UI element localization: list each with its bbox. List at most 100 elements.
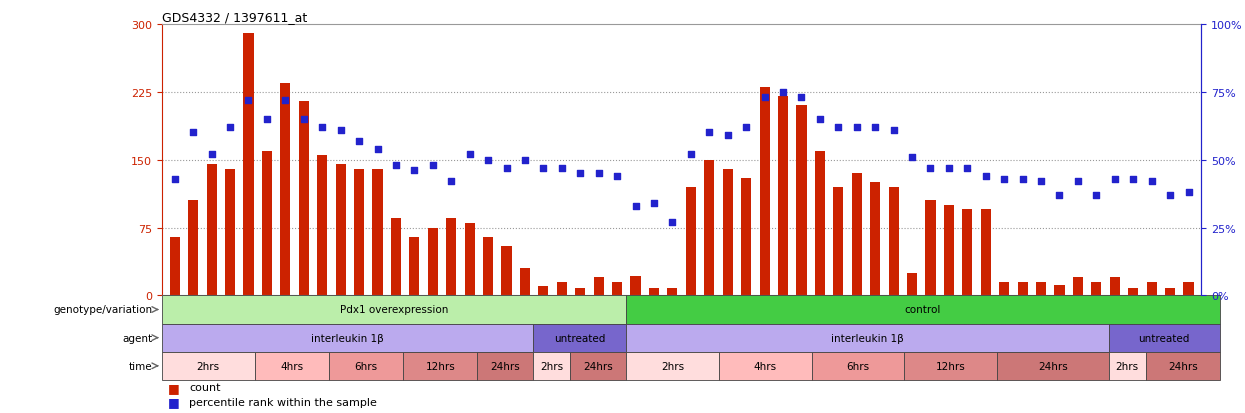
Bar	[1145, 352, 1220, 380]
Bar	[797, 106, 807, 296]
Bar	[626, 352, 718, 380]
Point	[478, 157, 498, 164]
Point	[552, 165, 571, 172]
Point	[810, 116, 830, 123]
Bar	[1092, 282, 1102, 296]
Bar	[906, 273, 918, 296]
Point	[239, 97, 259, 104]
Point	[773, 89, 793, 96]
Text: 2hrs: 2hrs	[661, 361, 684, 371]
Point	[608, 173, 627, 180]
Text: percentile rank within the sample: percentile rank within the sample	[189, 396, 377, 407]
Text: ■: ■	[168, 395, 179, 408]
Bar	[1109, 278, 1119, 296]
Bar	[557, 282, 566, 296]
Point	[939, 165, 959, 172]
Point	[995, 176, 1015, 183]
Bar	[649, 289, 659, 296]
Bar	[317, 156, 327, 296]
Point	[976, 173, 996, 180]
Point	[294, 116, 314, 123]
Point	[957, 165, 977, 172]
Bar	[1165, 289, 1175, 296]
Bar	[391, 219, 401, 296]
Bar	[1036, 282, 1046, 296]
Point	[497, 165, 517, 172]
Point	[256, 116, 276, 123]
Point	[1050, 192, 1069, 199]
Text: 12hrs: 12hrs	[936, 361, 966, 371]
Bar	[162, 324, 533, 352]
Bar	[261, 151, 271, 296]
Text: 24hrs: 24hrs	[583, 361, 613, 371]
Text: 4hrs: 4hrs	[753, 361, 777, 371]
Text: GDS4332 / 1397611_at: GDS4332 / 1397611_at	[162, 11, 308, 24]
Bar	[520, 268, 530, 296]
Bar	[225, 169, 235, 296]
Point	[1012, 176, 1032, 183]
Bar	[336, 165, 346, 296]
Bar	[705, 160, 715, 296]
Bar	[962, 210, 972, 296]
Bar	[533, 324, 626, 352]
Point	[331, 127, 351, 134]
Point	[349, 138, 369, 145]
Bar	[575, 289, 585, 296]
Point	[220, 124, 240, 131]
Bar	[538, 287, 549, 296]
Point	[367, 146, 387, 153]
Point	[515, 157, 535, 164]
Point	[570, 171, 590, 177]
Bar	[162, 296, 626, 324]
Point	[736, 124, 756, 131]
Point	[441, 178, 461, 185]
Bar	[329, 352, 403, 380]
Text: 24hrs: 24hrs	[1038, 361, 1068, 371]
Bar	[477, 352, 533, 380]
Bar	[428, 228, 438, 296]
Bar	[626, 324, 1108, 352]
Bar	[904, 352, 997, 380]
Point	[1104, 176, 1124, 183]
Text: interleukin 1β: interleukin 1β	[830, 333, 904, 343]
Point	[792, 95, 812, 101]
Bar	[814, 151, 825, 296]
Point	[1123, 176, 1143, 183]
Bar	[1184, 282, 1194, 296]
Point	[589, 171, 609, 177]
Bar	[1017, 282, 1027, 296]
Bar	[299, 102, 309, 296]
Point	[1031, 178, 1051, 185]
Text: Pdx1 overexpression: Pdx1 overexpression	[340, 305, 448, 315]
Bar	[778, 97, 788, 296]
Text: 24hrs: 24hrs	[1168, 361, 1198, 371]
Bar	[533, 352, 570, 380]
Bar	[162, 352, 255, 380]
Text: ■: ■	[168, 381, 179, 394]
Point	[1068, 178, 1088, 185]
Text: agent: agent	[122, 333, 153, 343]
Point	[1179, 190, 1199, 196]
Text: 6hrs: 6hrs	[847, 361, 869, 371]
Bar	[944, 205, 954, 296]
Text: 6hrs: 6hrs	[355, 361, 377, 371]
Bar	[280, 83, 290, 296]
Bar	[759, 88, 769, 296]
Bar	[718, 352, 812, 380]
Bar	[981, 210, 991, 296]
Bar	[570, 352, 626, 380]
Bar	[852, 174, 862, 296]
Point	[718, 133, 738, 139]
Bar	[372, 169, 382, 296]
Point	[459, 152, 479, 158]
Point	[847, 124, 867, 131]
Bar	[255, 352, 329, 380]
Point	[275, 97, 295, 104]
Text: 2hrs: 2hrs	[540, 361, 563, 371]
Bar	[833, 188, 843, 296]
Bar	[812, 352, 904, 380]
Bar	[502, 246, 512, 296]
Bar	[997, 352, 1108, 380]
Point	[920, 165, 940, 172]
Bar	[403, 352, 477, 380]
